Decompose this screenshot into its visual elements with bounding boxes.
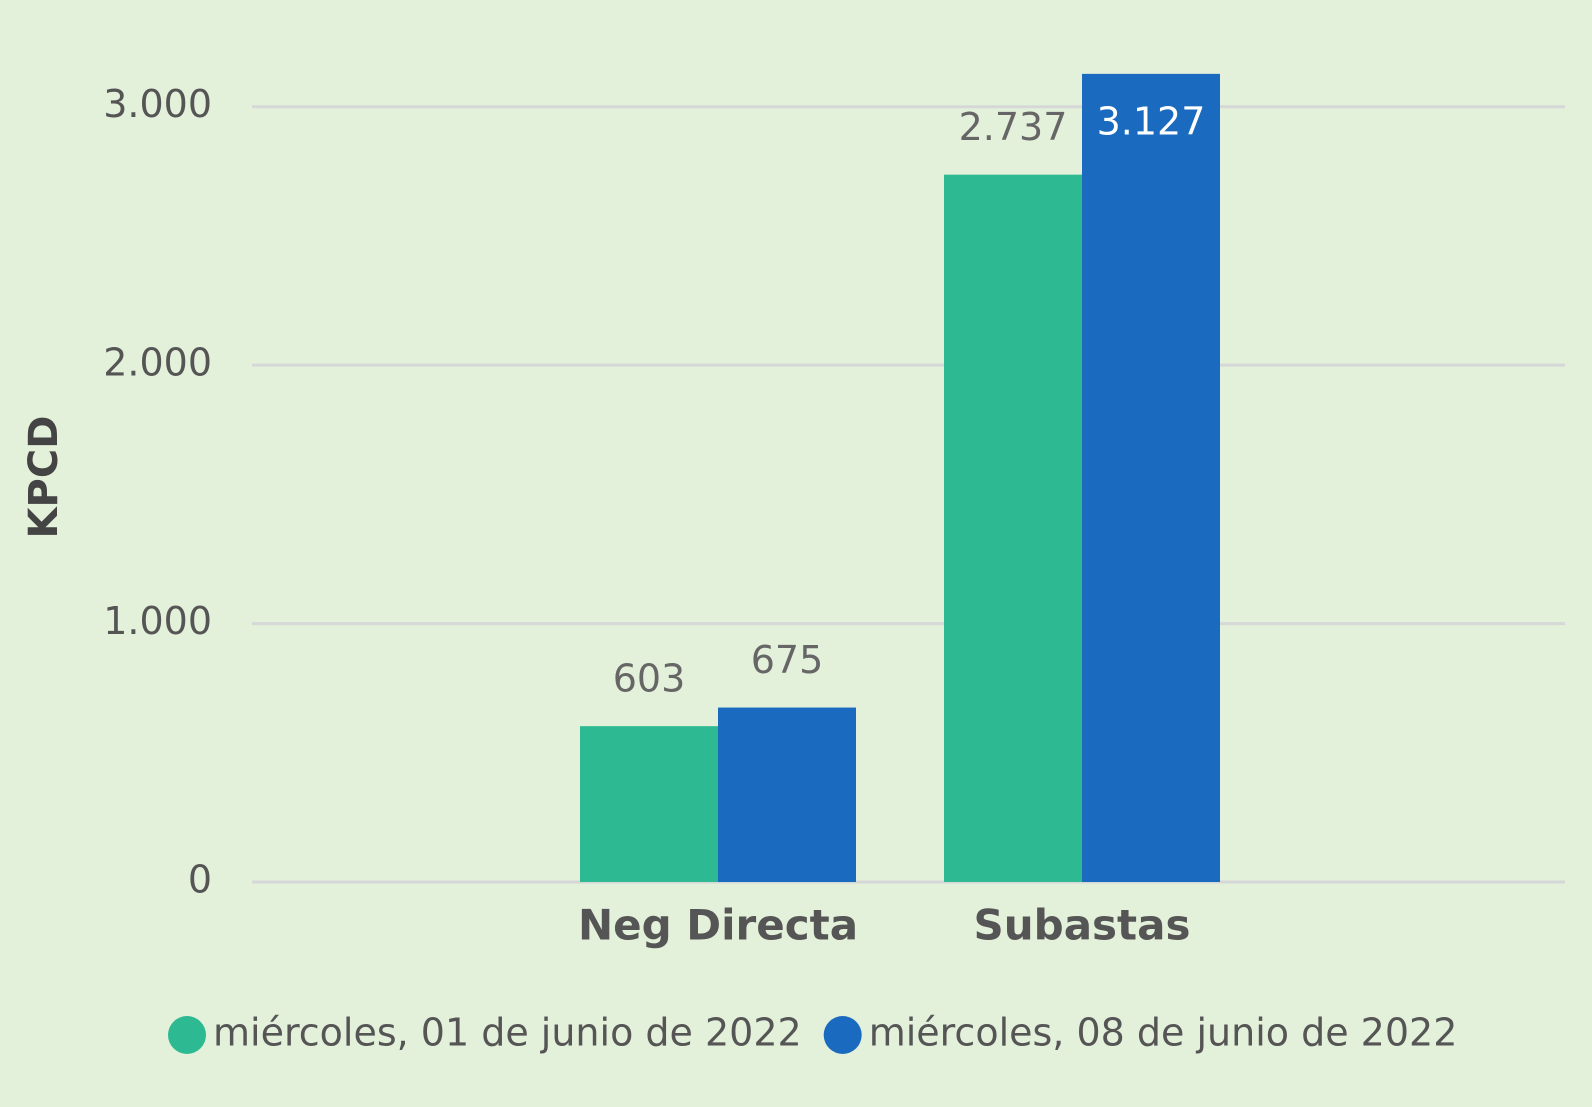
y-tick-label: 2.000 bbox=[103, 341, 212, 385]
data-label: 2.737 bbox=[959, 105, 1068, 149]
bar bbox=[944, 174, 1082, 882]
legend-marker bbox=[823, 1016, 862, 1054]
x-tick-label: Subastas bbox=[974, 901, 1191, 950]
bar bbox=[580, 726, 718, 882]
bar bbox=[1082, 73, 1220, 882]
legend-label: miércoles, 01 de junio de 2022 bbox=[213, 1011, 802, 1055]
data-label: 675 bbox=[751, 638, 824, 682]
legend-label: miércoles, 08 de junio de 2022 bbox=[869, 1011, 1458, 1055]
data-label: 3.127 bbox=[1097, 99, 1206, 143]
y-axis-label: KPCD bbox=[21, 416, 67, 539]
y-tick-label: 0 bbox=[188, 858, 212, 902]
y-tick-label: 1.000 bbox=[103, 599, 212, 643]
y-tick-label: 3.000 bbox=[103, 82, 212, 126]
data-label: 603 bbox=[613, 657, 686, 701]
legend-marker bbox=[168, 1016, 206, 1054]
bar bbox=[718, 707, 856, 882]
x-tick-label: Neg Directa bbox=[578, 901, 858, 950]
